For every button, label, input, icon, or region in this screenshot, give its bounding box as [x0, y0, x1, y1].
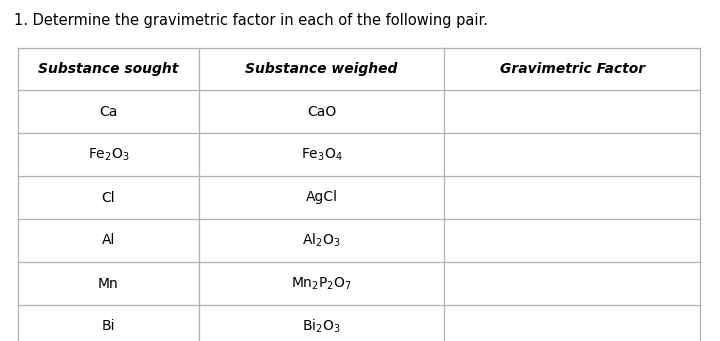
Text: Fe$_{3}$O$_{4}$: Fe$_{3}$O$_{4}$ — [300, 146, 343, 163]
Text: Al: Al — [102, 234, 115, 248]
Text: Al$_{2}$O$_{3}$: Al$_{2}$O$_{3}$ — [302, 232, 341, 249]
Text: 1. Determine the gravimetric factor in each of the following pair.: 1. Determine the gravimetric factor in e… — [14, 13, 488, 28]
Text: Bi: Bi — [102, 320, 115, 333]
Text: Bi$_{2}$O$_{3}$: Bi$_{2}$O$_{3}$ — [302, 318, 341, 335]
Text: Fe$_{2}$O$_{3}$: Fe$_{2}$O$_{3}$ — [88, 146, 129, 163]
Text: Gravimetric Factor: Gravimetric Factor — [500, 62, 644, 76]
Text: Substance weighed: Substance weighed — [246, 62, 397, 76]
Text: Ca: Ca — [99, 104, 117, 119]
Text: Mn: Mn — [98, 277, 119, 291]
Text: AgCl: AgCl — [305, 191, 338, 205]
Text: CaO: CaO — [307, 104, 336, 119]
Text: Mn$_{2}$P$_{2}$O$_{7}$: Mn$_{2}$P$_{2}$O$_{7}$ — [291, 275, 352, 292]
Text: Substance sought: Substance sought — [38, 62, 179, 76]
Text: Cl: Cl — [102, 191, 115, 205]
